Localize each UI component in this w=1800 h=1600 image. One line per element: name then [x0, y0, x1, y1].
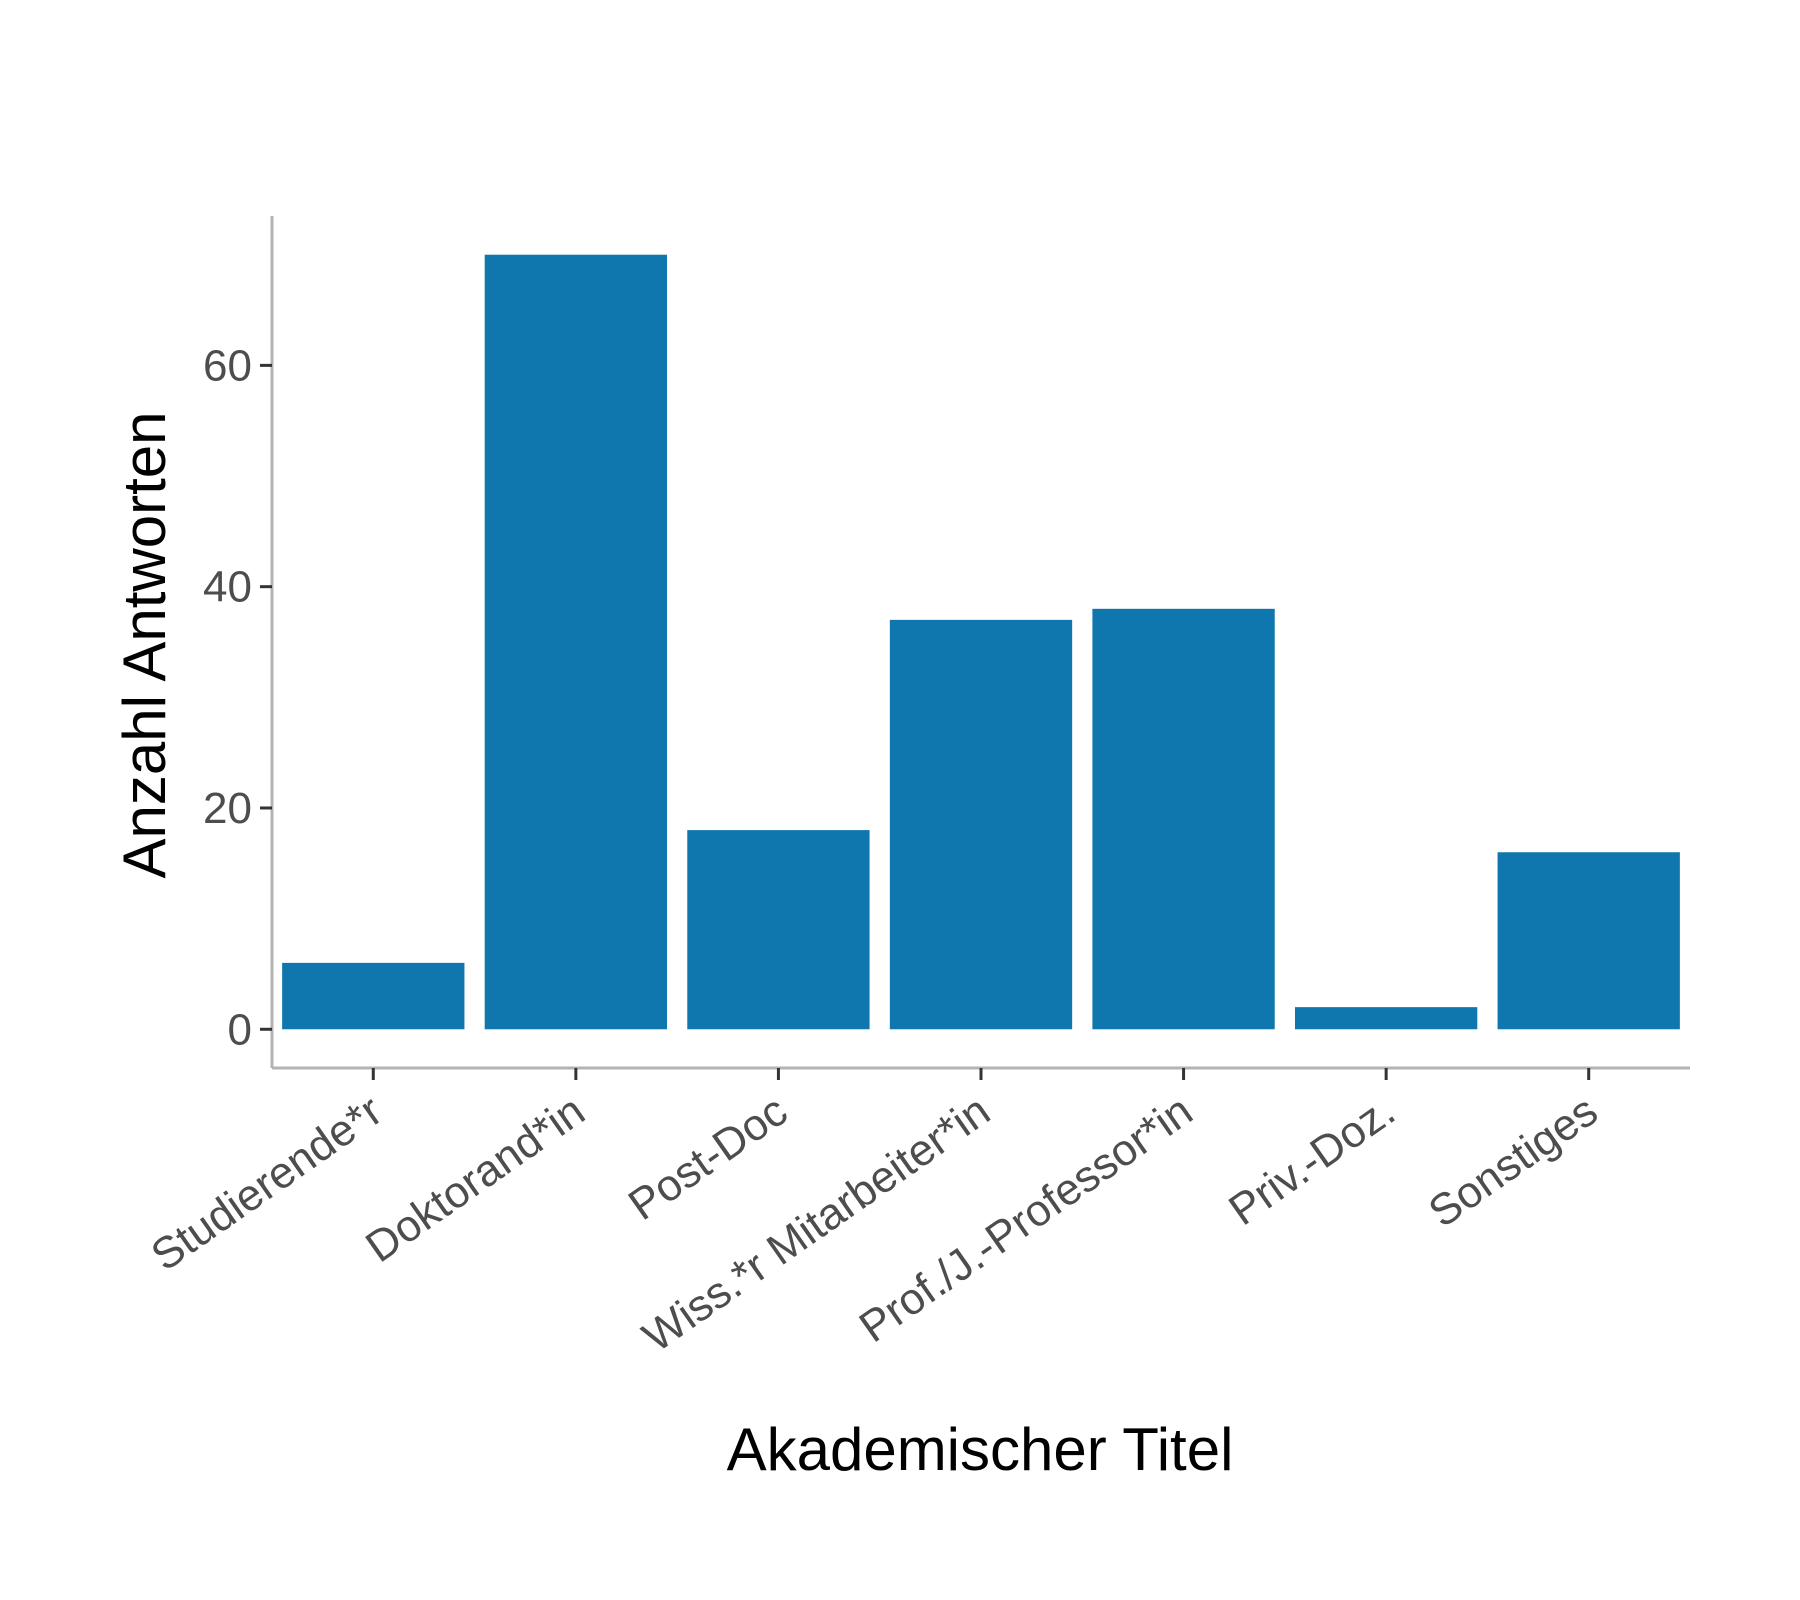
bar-4 [889, 619, 1073, 1030]
y-axis-ticks: 0 20 40 60 [203, 341, 272, 1054]
x-axis-title: Akademischer Titel [727, 1416, 1234, 1483]
bar-7 [1497, 852, 1680, 1030]
bar-3 [687, 830, 870, 1030]
x-tick-label: Priv.-Doz. [1220, 1086, 1404, 1235]
y-tick-label: 60 [203, 341, 252, 390]
x-tick-label: Post-Doc [620, 1086, 796, 1230]
y-tick-label: 0 [228, 1005, 252, 1054]
x-tick-label: Sonstiges [1420, 1086, 1606, 1237]
bar-6 [1294, 1007, 1478, 1030]
x-tick-label: Doktorand*in [357, 1086, 593, 1272]
bars [282, 254, 1680, 1030]
x-tick-label: Wiss.*r Mitarbeiter*in [634, 1086, 999, 1362]
x-tick-label: Prof./J.-Professor*in [851, 1086, 1202, 1352]
y-tick-label: 40 [203, 563, 252, 612]
y-tick-label: 20 [203, 784, 252, 833]
x-tick-label: Studierende*r [143, 1086, 392, 1280]
bar-5 [1092, 608, 1275, 1030]
y-axis-title: Anzahl Antworten [111, 412, 178, 879]
bar-1 [282, 962, 465, 1030]
bar-2 [484, 254, 668, 1030]
